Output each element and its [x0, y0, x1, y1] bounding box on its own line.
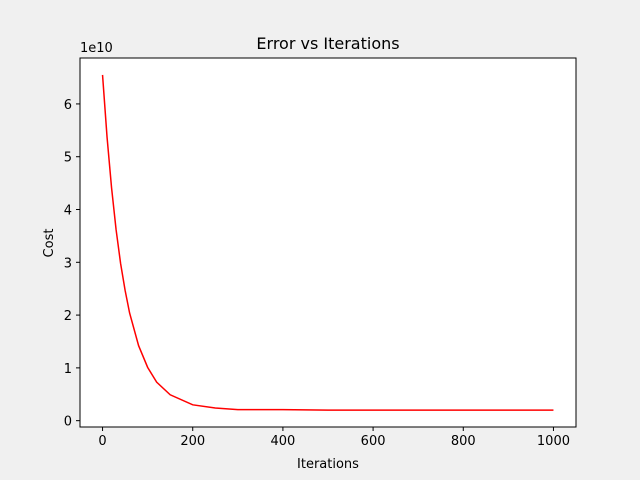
plot-area [80, 58, 576, 427]
chart-title: Error vs Iterations [256, 34, 399, 53]
y-tick-label: 3 [64, 256, 72, 271]
y-tick-label: 1 [64, 362, 72, 377]
x-axis-label: Iterations [297, 457, 359, 472]
y-tick-label: 2 [64, 309, 72, 324]
x-tick-label: 1000 [537, 434, 570, 449]
y-offset-label: 1e10 [80, 41, 113, 56]
y-tick-label: 0 [64, 415, 72, 430]
y-axis-label: Cost [42, 229, 57, 258]
y-tick-label: 5 [64, 151, 72, 166]
x-tick-label: 400 [270, 434, 295, 449]
x-tick-label: 0 [98, 434, 106, 449]
axes-frame [79, 57, 577, 428]
line [101, 74, 554, 411]
y-tick-label: 6 [64, 98, 72, 113]
y-tick-label: 4 [64, 204, 72, 219]
x-tick-label: 600 [361, 434, 386, 449]
x-tick-label: 800 [451, 434, 476, 449]
x-tick-label: 200 [180, 434, 205, 449]
